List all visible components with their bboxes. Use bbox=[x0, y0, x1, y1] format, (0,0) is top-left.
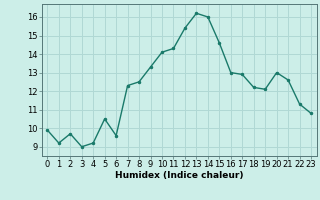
X-axis label: Humidex (Indice chaleur): Humidex (Indice chaleur) bbox=[115, 171, 244, 180]
